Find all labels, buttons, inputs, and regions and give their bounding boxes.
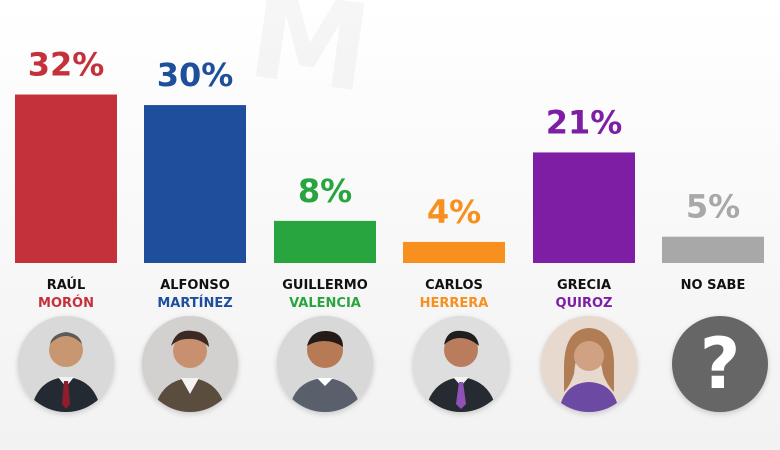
candidate-name-bottom-4: HERRERA bbox=[419, 296, 489, 311]
bar-2 bbox=[144, 105, 246, 263]
candidate-name-bottom-5: QUIROZ bbox=[555, 296, 613, 311]
candidate-avatar-4 bbox=[413, 316, 509, 412]
data-label-5: 21% bbox=[546, 103, 623, 141]
candidate-name-top-5: GRECIA bbox=[557, 278, 611, 293]
data-label-3: 8% bbox=[298, 172, 352, 210]
candidate-name-bottom-3: VALENCIA bbox=[289, 296, 361, 311]
candidate-name-top-1: RAÚL bbox=[46, 278, 86, 293]
no-sabe-avatar: ? bbox=[672, 316, 768, 412]
question-mark-icon: ? bbox=[699, 323, 741, 405]
person-portrait-icon bbox=[18, 316, 114, 412]
person-portrait-icon bbox=[541, 316, 637, 412]
candidate-avatar-1 bbox=[18, 316, 114, 412]
candidate-name-top-6: NO SABE bbox=[680, 278, 746, 293]
candidate-name-top-4: CARLOS bbox=[425, 278, 483, 293]
candidate-name-bottom-2: MARTÍNEZ bbox=[157, 296, 233, 311]
candidate-avatar-5 bbox=[541, 316, 637, 412]
candidate-name-top-2: ALFONSO bbox=[160, 278, 230, 293]
bar-5 bbox=[533, 152, 635, 263]
candidate-name-top-3: GUILLERMO bbox=[282, 278, 368, 293]
candidate-avatar-2 bbox=[142, 316, 238, 412]
person-portrait-icon bbox=[413, 316, 509, 412]
candidate-name-bottom-1: MORÓN bbox=[38, 296, 94, 311]
person-portrait-icon bbox=[142, 316, 238, 412]
bar-6 bbox=[662, 236, 764, 263]
candidate-avatar-3 bbox=[277, 316, 373, 412]
data-label-6: 5% bbox=[686, 188, 740, 226]
person-portrait-icon bbox=[277, 316, 373, 412]
bar-1 bbox=[15, 94, 117, 263]
data-label-4: 4% bbox=[427, 193, 481, 231]
bar-3 bbox=[274, 220, 376, 263]
data-label-2: 30% bbox=[157, 56, 234, 94]
data-label-1: 32% bbox=[28, 46, 105, 84]
bar-4 bbox=[403, 241, 505, 263]
